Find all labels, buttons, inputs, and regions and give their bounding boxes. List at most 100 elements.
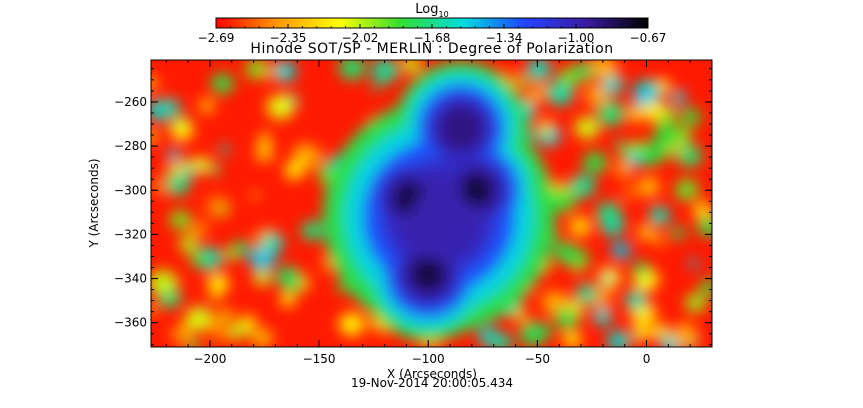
y-tick-label: −360 (114, 316, 147, 330)
map-patch (254, 329, 274, 347)
x-tick-label: −100 (412, 352, 445, 366)
map-patch (301, 220, 324, 241)
map-patch (266, 94, 295, 120)
plot-frame (150, 59, 713, 348)
map-patch (614, 160, 634, 178)
map-patch (621, 185, 637, 200)
map-patch (250, 190, 260, 200)
y-tick-label: −300 (114, 183, 147, 197)
map-patch (209, 293, 220, 303)
y-axis-tick-labels: −260 −280 −300 −320 −340 −360 (114, 95, 147, 330)
map-patch (533, 83, 547, 96)
map-patch (677, 144, 702, 168)
map-patch (151, 177, 169, 195)
map-patch (633, 323, 653, 341)
map-patch (644, 101, 667, 122)
map-patch (554, 307, 579, 330)
map-patch (601, 74, 624, 95)
map-patch (575, 283, 598, 304)
map-patch (570, 174, 596, 198)
map-patch (639, 178, 657, 195)
x-tick-label: −150 (303, 352, 336, 366)
map-patch (280, 292, 296, 307)
map-patch (601, 273, 613, 283)
map-patch (229, 324, 246, 340)
map-patch (371, 60, 399, 83)
y-axis-ticks (151, 68, 712, 346)
map-patch (401, 60, 421, 74)
x-tick-label: −200 (193, 352, 226, 366)
map-patch (276, 266, 300, 288)
map-patch (171, 120, 194, 141)
map-patch (632, 261, 650, 278)
map-patch (171, 324, 193, 344)
map-patch (255, 145, 274, 162)
map-patch (219, 145, 230, 155)
map-patch (183, 166, 196, 178)
x-axis-tick-labels: −200 −150 −100 −50 0 (193, 352, 650, 366)
y-tick-label: −340 (114, 272, 147, 286)
map-patch (562, 330, 582, 347)
map-patch (626, 104, 647, 123)
map-patch (558, 68, 579, 88)
map-patch (606, 330, 630, 347)
map-patch (304, 148, 325, 166)
map-patch (151, 131, 158, 143)
colorbar-tick-label: −2.02 (342, 31, 379, 45)
map-patch (151, 304, 157, 314)
map-patch (262, 66, 277, 79)
colorbar-tick-label: −2.35 (270, 31, 307, 45)
map-patch (671, 90, 686, 104)
map-patch (672, 324, 698, 347)
colorbar-tick-labels: −2.69 −2.35 −2.02 −1.68 −1.34 −1.00 −0.67 (198, 31, 667, 45)
colorbar-ticks (215, 24, 649, 28)
map-patch (675, 179, 699, 201)
map-patch (193, 156, 212, 174)
map-patch (165, 172, 190, 196)
chart-title: Hinode SOT/SP - MERLIN : Degree of Polar… (250, 41, 613, 57)
map-patch (204, 194, 231, 219)
map-patch (478, 327, 500, 347)
map-patch (584, 84, 609, 107)
polarization-map (151, 60, 712, 347)
map-patch (207, 273, 229, 294)
map-patch (519, 321, 548, 347)
sunspot-layer (412, 258, 444, 291)
map-patch (582, 151, 608, 174)
colorbar-tick-label: −0.67 (630, 31, 667, 45)
map-patch (273, 61, 297, 82)
map-patch (693, 201, 712, 219)
map-patch (649, 206, 670, 226)
colorbar-tick-label: −1.68 (414, 31, 451, 45)
map-patch (185, 307, 212, 332)
map-patch (696, 215, 712, 237)
map-patch (284, 162, 304, 180)
map-patch (637, 143, 663, 167)
map-patch (637, 225, 655, 241)
sunspot-layer (445, 112, 477, 145)
map-patch (151, 269, 177, 295)
map-patch (515, 311, 529, 324)
map-patch (338, 60, 366, 80)
map-patch (257, 133, 272, 146)
map-patch (539, 131, 551, 142)
x-tick-label: −50 (525, 352, 550, 366)
map-patch (211, 73, 234, 94)
map-patch (163, 99, 181, 116)
map-patch (596, 201, 621, 225)
map-patch (618, 145, 633, 158)
y-tick-label: −320 (114, 227, 147, 241)
map-patch (371, 82, 382, 91)
map-patch (597, 101, 625, 126)
y-tick-label: −260 (114, 95, 147, 109)
map-patch (653, 324, 669, 339)
map-patch (167, 149, 181, 162)
sunspot-layer (411, 188, 467, 245)
map-patch (186, 340, 201, 347)
map-patch (245, 60, 268, 79)
map-patch (654, 235, 665, 245)
map-patch (232, 240, 250, 257)
map-patch (625, 290, 647, 310)
map-patch (190, 251, 208, 267)
map-patch (169, 210, 191, 230)
